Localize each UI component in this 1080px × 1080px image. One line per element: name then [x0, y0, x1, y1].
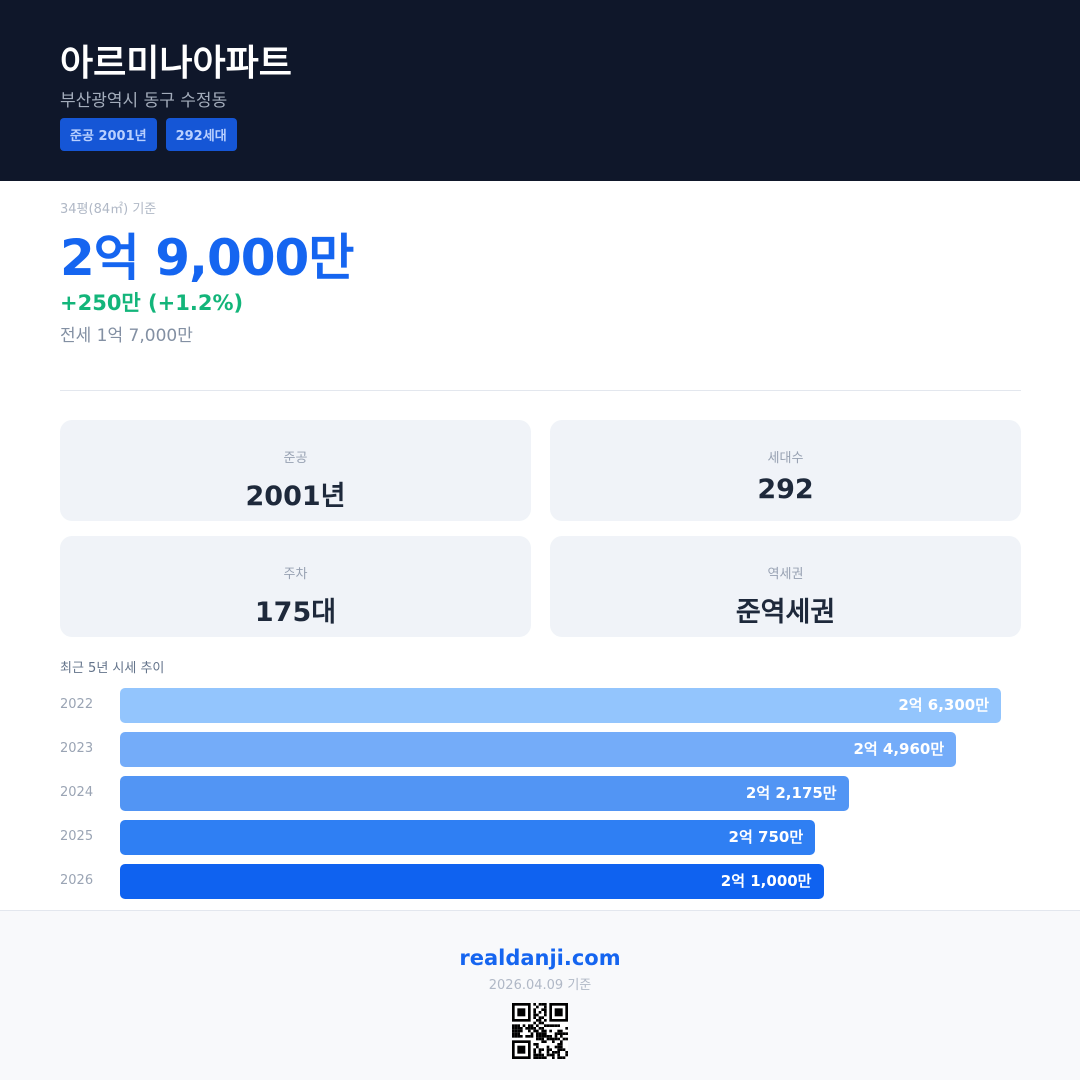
bar: 2억 4,960만 [120, 732, 957, 767]
stat-card-households: 세대수 292 [550, 420, 1021, 521]
stat-label: 준공 [283, 451, 308, 466]
divider [60, 390, 1021, 391]
site-link[interactable]: realdanji.com [459, 946, 621, 970]
current-price: 2억 9,000만 [60, 229, 354, 287]
stat-card-built: 준공 2001년 [60, 420, 531, 521]
stat-value: 175대 [254, 597, 337, 628]
chart-title: 최근 5년 시세 추이 [60, 661, 165, 676]
stat-value: 292 [757, 474, 814, 505]
stat-label: 역세권 [767, 567, 804, 582]
bar: 2억 1,000만 [120, 864, 824, 899]
bar-value-label: 2억 6,300만 [898, 696, 990, 714]
price-change: +250만 (+1.2%) [60, 291, 244, 315]
header: 아르미나아파트 부산광역시 동구 수정동 준공 2001년 292세대 [0, 0, 1080, 181]
bar: 2억 750만 [120, 820, 816, 855]
stat-value: 2001년 [245, 481, 346, 512]
bar-value-label: 2억 1,000만 [720, 872, 812, 890]
address: 부산광역시 동구 수정동 [60, 91, 228, 111]
stat-value: 준역세권 [735, 597, 836, 628]
year-label: 2024 [60, 785, 94, 800]
bar-value-label: 2억 4,960만 [853, 740, 945, 758]
stat-label: 세대수 [767, 451, 804, 466]
year-label: 2025 [60, 829, 94, 844]
bar-row: 2025 2억 750만 [60, 820, 1020, 855]
year-label: 2026 [60, 873, 94, 888]
reference-date: 2026.04.09 기준 [488, 978, 592, 993]
jeonse-price: 전세 1억 7,000만 [60, 326, 193, 346]
bar-row: 2022 2억 6,300만 [60, 688, 1020, 723]
bar-value-label: 2억 2,175만 [745, 784, 837, 802]
year-label: 2023 [60, 741, 94, 756]
tag-built-year: 준공 2001년 [60, 118, 157, 151]
bar: 2억 6,300만 [120, 688, 1002, 723]
year-label: 2022 [60, 697, 94, 712]
bar: 2억 2,175만 [120, 776, 849, 811]
qr-code-icon [512, 1003, 568, 1059]
bar-row: 2026 2억 1,000만 [60, 864, 1020, 899]
apartment-title: 아르미나아파트 [60, 43, 292, 84]
tag-households: 292세대 [165, 118, 237, 151]
stat-label: 주차 [283, 567, 308, 582]
bar-row: 2024 2억 2,175만 [60, 776, 1020, 811]
bar-value-label: 2억 750만 [728, 828, 804, 846]
bar-row: 2023 2억 4,960만 [60, 732, 1020, 767]
stat-card-parking: 주차 175대 [60, 536, 531, 637]
price-basis: 34평(84㎡) 기준 [60, 202, 157, 217]
footer: realdanji.com 2026.04.09 기준 [0, 910, 1080, 1080]
